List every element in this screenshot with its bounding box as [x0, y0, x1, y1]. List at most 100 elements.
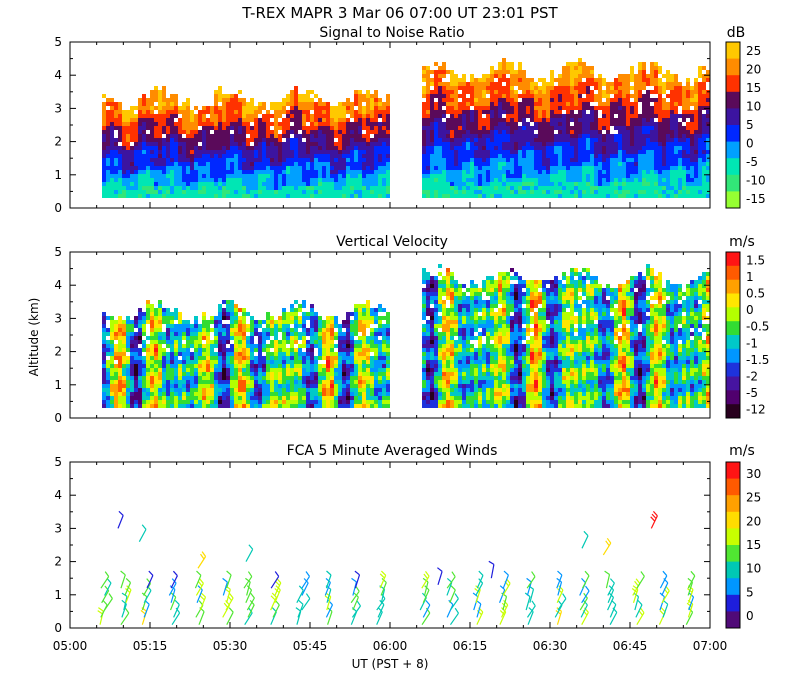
heatmap-cell — [206, 396, 210, 400]
heatmap-cell — [530, 146, 534, 150]
heatmap-cell — [166, 316, 170, 320]
heatmap-cell — [626, 138, 630, 142]
heatmap-cell — [458, 114, 462, 118]
heatmap-cell — [646, 90, 650, 94]
heatmap-cell — [442, 150, 446, 154]
heatmap-cell — [458, 178, 462, 182]
heatmap-cell — [294, 102, 298, 106]
heatmap-cell — [238, 356, 242, 360]
heatmap-cell — [670, 174, 674, 178]
heatmap-cell — [706, 78, 710, 82]
heatmap-cell — [430, 150, 434, 154]
heatmap-cell — [442, 110, 446, 114]
heatmap-cell — [574, 166, 578, 170]
heatmap-cell — [494, 98, 498, 102]
heatmap-cell — [610, 162, 614, 166]
heatmap-cell — [662, 102, 666, 106]
heatmap-cell — [658, 110, 662, 114]
heatmap-cell — [554, 90, 558, 94]
heatmap-cell — [550, 182, 554, 186]
heatmap-cell — [234, 404, 238, 408]
heatmap-cell — [134, 122, 138, 126]
heatmap-cell — [486, 150, 490, 154]
heatmap-cell — [330, 138, 334, 142]
heatmap-cell — [434, 178, 438, 182]
heatmap-cell — [354, 126, 358, 130]
heatmap-cell — [434, 190, 438, 194]
heatmap-cell — [154, 182, 158, 186]
heatmap-cell — [294, 94, 298, 98]
heatmap-cell — [598, 102, 602, 106]
heatmap-cell — [218, 332, 222, 336]
heatmap-cell — [526, 150, 530, 154]
heatmap-cell — [226, 340, 230, 344]
heatmap-cell — [702, 190, 706, 194]
heatmap-cell — [490, 130, 494, 134]
heatmap-cell — [174, 106, 178, 110]
panel1-title: Signal to Noise Ratio — [319, 25, 464, 41]
heatmap-cell — [622, 126, 626, 130]
heatmap-cell — [138, 162, 142, 166]
heatmap-cell — [442, 130, 446, 134]
heatmap-cell — [262, 340, 266, 344]
heatmap-cell — [422, 158, 426, 162]
heatmap-cell — [510, 150, 514, 154]
heatmap-cell — [286, 118, 290, 122]
heatmap-cell — [326, 122, 330, 126]
heatmap-cell — [566, 162, 570, 166]
heatmap-cell — [542, 98, 546, 102]
heatmap-cell — [238, 98, 242, 102]
heatmap-cell — [702, 166, 706, 170]
heatmap-cell — [602, 146, 606, 150]
heatmap-cell — [502, 162, 506, 166]
heatmap-cell — [130, 336, 134, 340]
heatmap-cell — [530, 114, 534, 118]
heatmap-cell — [154, 174, 158, 178]
heatmap-cell — [102, 332, 106, 336]
heatmap-cell — [658, 138, 662, 142]
heatmap-cell — [274, 106, 278, 110]
heatmap-cell — [502, 150, 506, 154]
heatmap-cell — [250, 336, 254, 340]
heatmap-cell — [606, 162, 610, 166]
heatmap-cell — [182, 162, 186, 166]
heatmap-cell — [102, 388, 106, 392]
heatmap-cell — [530, 150, 534, 154]
heatmap-cell — [162, 102, 166, 106]
heatmap-cell — [110, 404, 114, 408]
heatmap-cell — [630, 102, 634, 106]
heatmap-cell — [122, 150, 126, 154]
y-axis-label: Altitude (km) — [27, 298, 41, 377]
heatmap-cell — [546, 150, 550, 154]
heatmap-cell — [270, 146, 274, 150]
heatmap-cell — [114, 190, 118, 194]
heatmap-cell — [166, 190, 170, 194]
heatmap-cell — [438, 150, 442, 154]
heatmap-cell — [138, 170, 142, 174]
heatmap-cell — [578, 174, 582, 178]
heatmap-cell — [482, 142, 486, 146]
heatmap-cell — [614, 138, 618, 142]
heatmap-cell — [686, 102, 690, 106]
heatmap-cell — [230, 174, 234, 178]
heatmap-cell — [458, 174, 462, 178]
heatmap-cell — [526, 186, 530, 190]
heatmap-cell — [106, 178, 110, 182]
heatmap-cell — [502, 74, 506, 78]
heatmap-cell — [178, 396, 182, 400]
heatmap-cell — [382, 110, 386, 114]
heatmap-cell — [246, 356, 250, 360]
heatmap-cell — [354, 102, 358, 106]
heatmap-cell — [150, 328, 154, 332]
heatmap-cell — [682, 154, 686, 158]
heatmap-cell — [526, 90, 530, 94]
heatmap-cell — [622, 150, 626, 154]
heatmap-cell — [518, 70, 522, 74]
heatmap-cell — [698, 146, 702, 150]
heatmap-cell — [334, 142, 338, 146]
heatmap-cell — [490, 138, 494, 142]
heatmap-cell — [166, 142, 170, 146]
heatmap-cell — [650, 90, 654, 94]
heatmap-cell — [590, 94, 594, 98]
heatmap-cell — [166, 182, 170, 186]
